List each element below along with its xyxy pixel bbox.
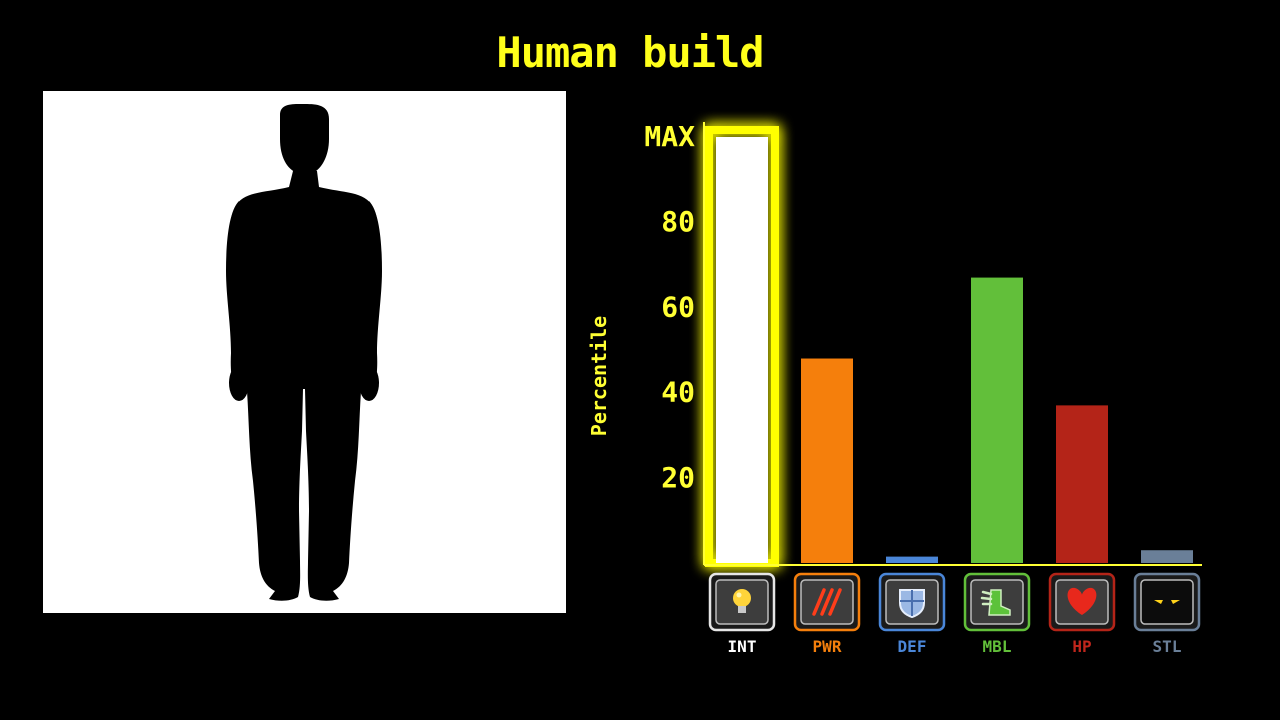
glowing-eyes-icon xyxy=(1133,572,1201,632)
y-tick-label: MAX xyxy=(644,120,695,153)
lightbulb-icon xyxy=(708,572,776,632)
figure-panel xyxy=(43,91,566,613)
category-label-mbl: MBL xyxy=(983,637,1012,656)
claw-marks-icon xyxy=(793,572,861,632)
category-label-hp: HP xyxy=(1072,637,1091,656)
y-tick-label: 20 xyxy=(661,461,695,494)
bar-mbl xyxy=(971,277,1023,563)
winged-boot-icon xyxy=(963,572,1031,632)
page-title: Human build xyxy=(496,28,764,77)
category-label-pwr: PWR xyxy=(813,637,842,656)
y-axis-label: Percentile xyxy=(587,316,611,436)
bar-int xyxy=(716,137,768,563)
y-tick-label: 40 xyxy=(661,376,695,409)
y-tick-label: 60 xyxy=(661,290,695,323)
heart-icon xyxy=(1048,572,1116,632)
shield-icon xyxy=(878,572,946,632)
human-silhouette-icon xyxy=(226,103,382,601)
category-label-stl: STL xyxy=(1153,637,1182,656)
bar-pwr xyxy=(801,358,853,563)
y-tick-label: 80 xyxy=(661,205,695,238)
bar-hp xyxy=(1056,405,1108,563)
bar-stl xyxy=(1141,550,1193,563)
bar-def xyxy=(886,556,938,563)
category-label-int: INT xyxy=(728,637,757,656)
category-label-def: DEF xyxy=(898,637,927,656)
